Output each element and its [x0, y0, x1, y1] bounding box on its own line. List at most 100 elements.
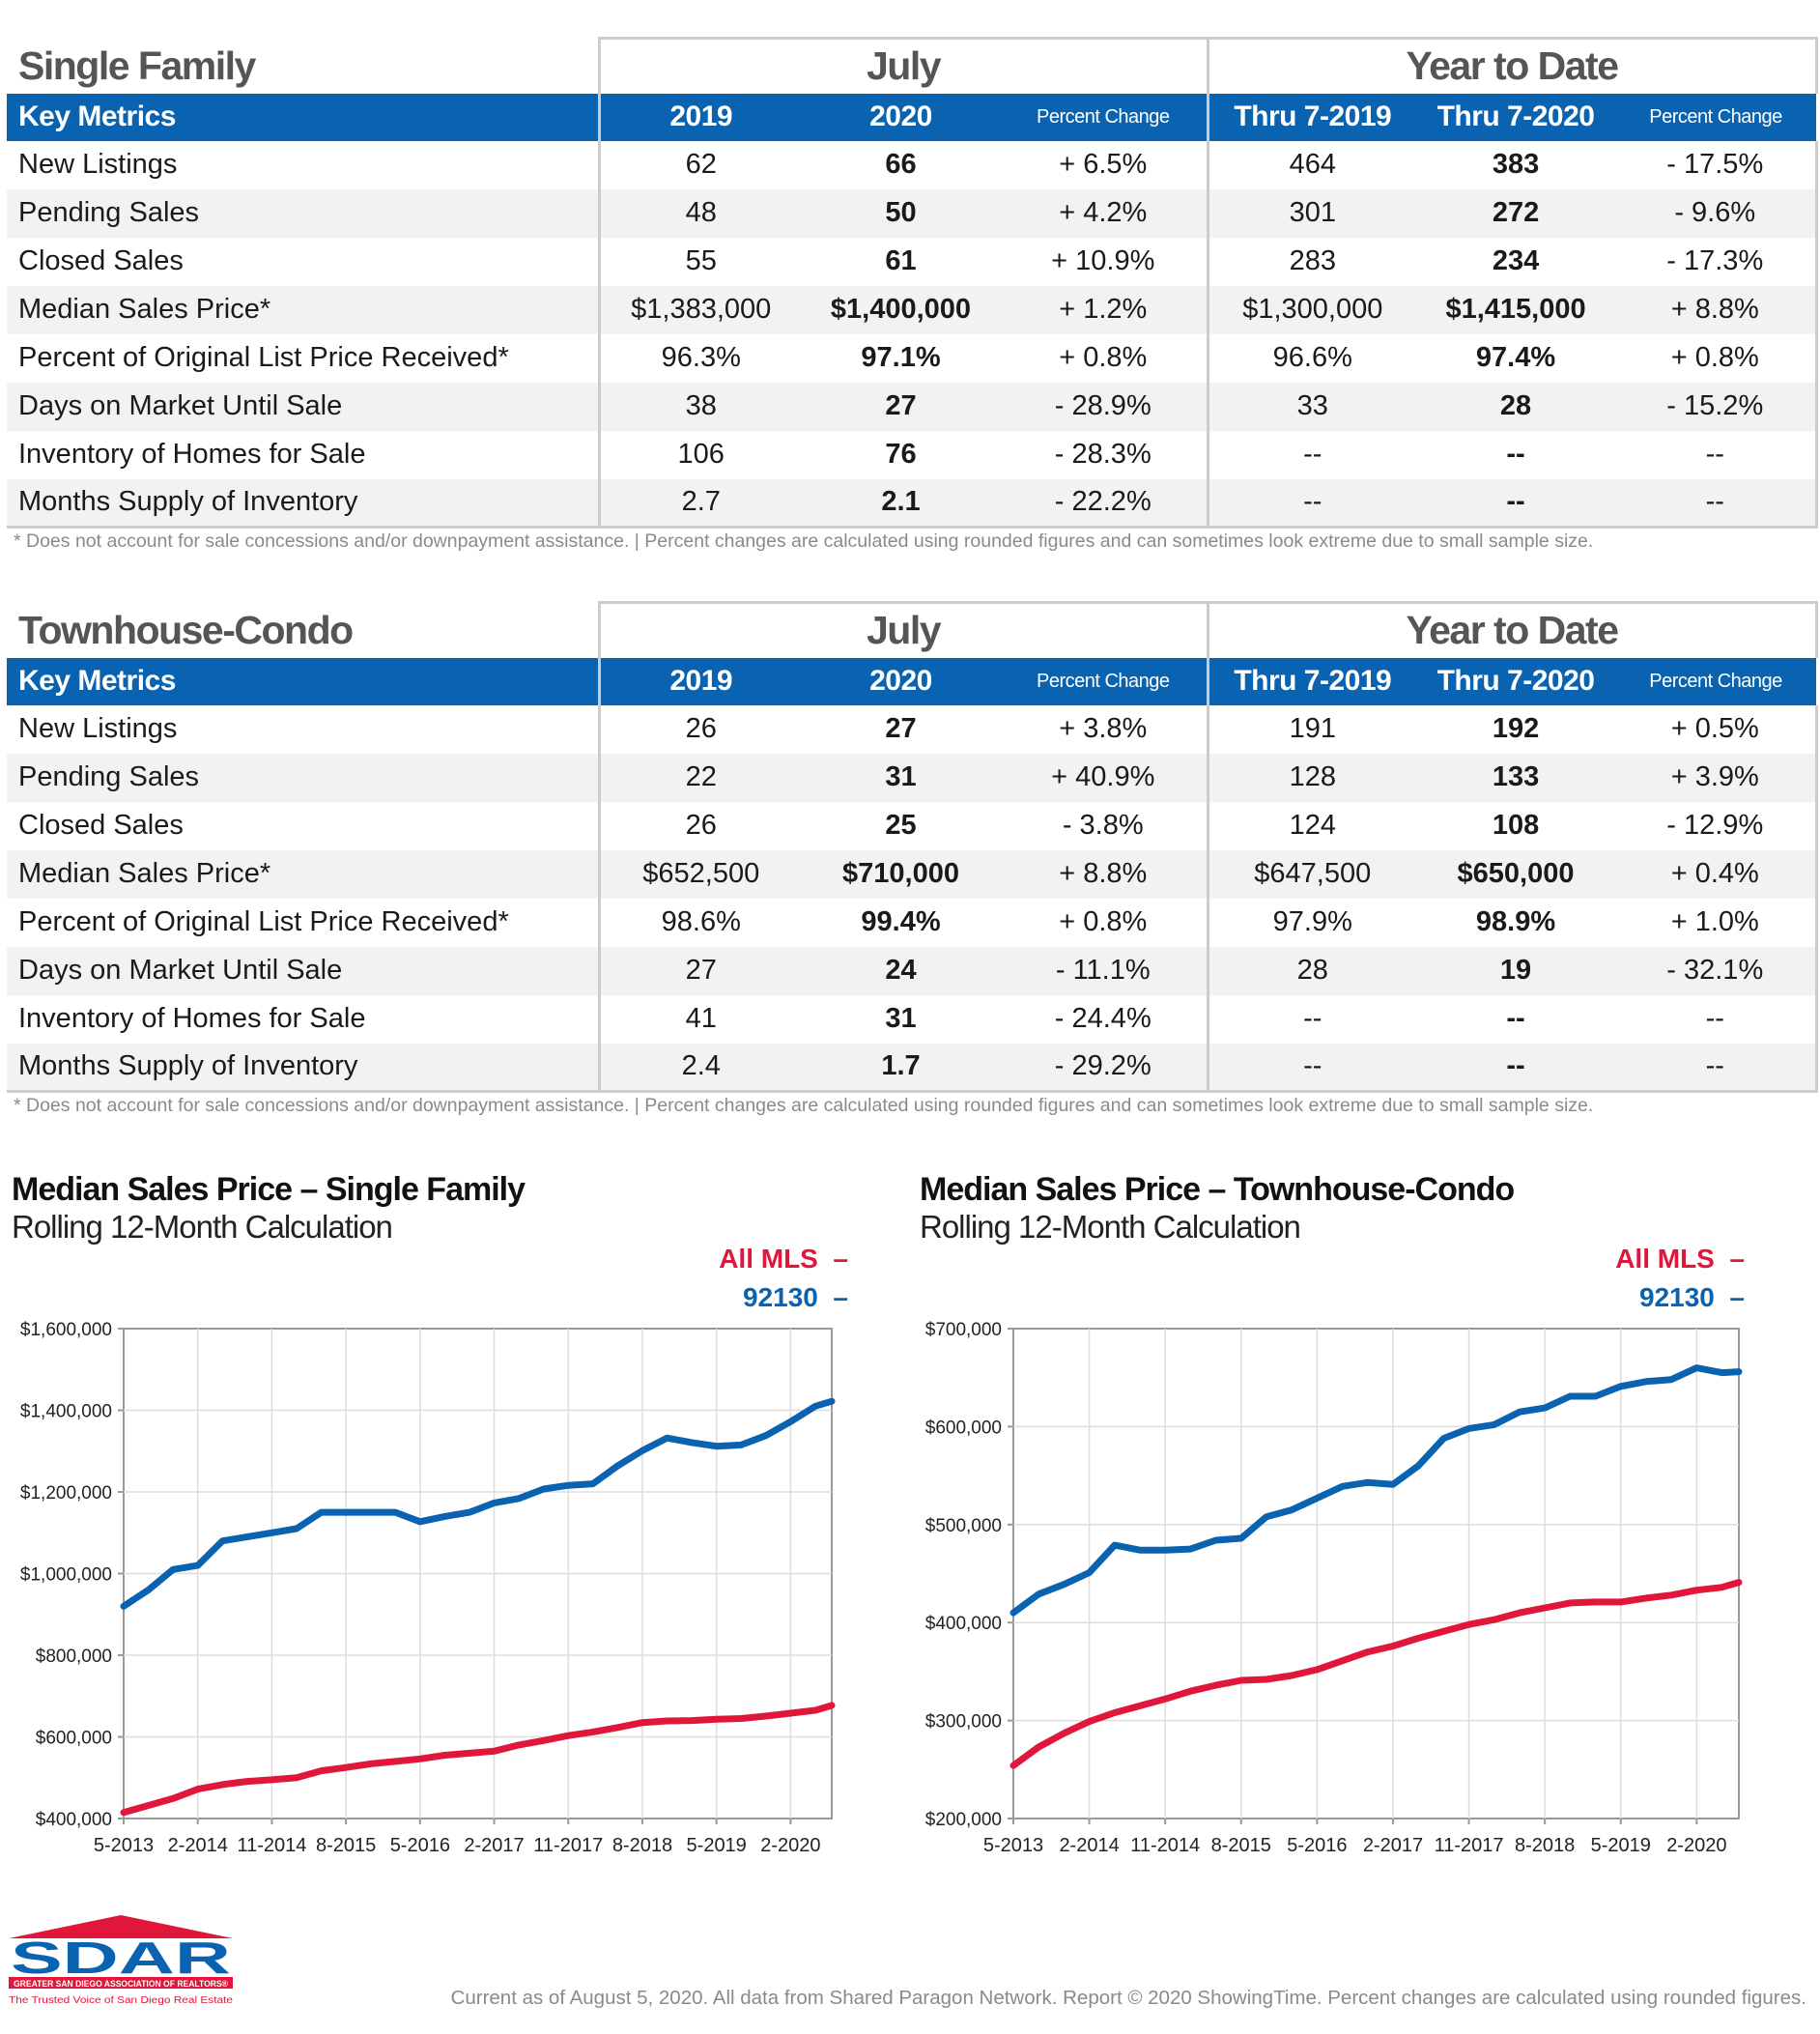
cell-july-2019: $1,383,000	[597, 285, 802, 334]
group-header-july: July	[597, 37, 1209, 94]
x-tick-label: 5-2013	[94, 1835, 154, 1856]
cell-july-percent-change: - 24.4%	[1054, 1003, 1152, 1034]
cell-ytd-2019: --	[1206, 478, 1417, 529]
cell-ytd-2019: 96.6%	[1206, 333, 1417, 383]
x-tick-label: 2-2017	[464, 1835, 524, 1856]
cell-ytd-percent-change: - 12.9%	[1615, 801, 1818, 850]
cell-july-percent-change: + 3.8%	[1059, 713, 1148, 744]
x-tick-label: 8-2015	[1211, 1835, 1271, 1856]
svg-text:SDAR: SDAR	[11, 1933, 231, 1983]
cell-july-2019: 2.4	[597, 1043, 802, 1093]
cell-ytd-2019: 97.9%	[1206, 898, 1417, 947]
y-tick-label: $400,000	[36, 1810, 112, 1830]
cell-july-percent-change: + 8.8%	[1000, 849, 1209, 899]
table-row: Inventory of Homes for Sale 106 76 - 28.3% -…	[7, 430, 1818, 479]
cell-metric: Percent of Original List Price Received*	[18, 342, 509, 373]
cell-ytd-percent-change: - 15.2%	[1615, 382, 1818, 431]
table-row: Percent of Original List Price Received*…	[7, 333, 1818, 383]
cell-ytd-2019: 28	[1206, 946, 1417, 995]
table-row: New Listings 26 27 + 3.8% 191 192 + 0.5%	[7, 704, 1818, 754]
table-row: Days on Market Until Sale 27 24- 11.1% 28 19…	[7, 946, 1818, 995]
cell-ytd-2020: 383	[1492, 149, 1540, 180]
series-line-92130	[120, 1397, 836, 1610]
legend-label: 92130	[1638, 1282, 1715, 1312]
cell-ytd-percent-change: - 9.6%	[1615, 188, 1818, 238]
series-line-92130	[1010, 1364, 1743, 1617]
cell-ytd-2019: --	[1206, 1043, 1417, 1093]
cell-july-2019: 48	[597, 188, 802, 238]
cell-july-percent-change: + 6.5%	[1059, 149, 1148, 180]
y-tick-label: $400,000	[925, 1614, 1002, 1634]
cell-july-percent-change: - 11.1%	[1000, 946, 1209, 995]
y-tick-label: $500,000	[925, 1516, 1002, 1536]
cell-ytd-2019: 464	[1206, 140, 1417, 189]
legend-92130: 92130 –	[742, 1282, 848, 1312]
legend-all-mls: All MLS –	[719, 1244, 848, 1274]
series-line-all-mls	[120, 1702, 836, 1817]
table-row: Pending Sales 22 31 + 40.9% 128 133 + 3.9%	[7, 753, 1818, 802]
cell-july-2020: 1.7	[802, 1043, 1000, 1093]
x-tick-label: 5-2013	[983, 1835, 1043, 1856]
cell-july-2020: 25	[885, 810, 917, 841]
cell-july-2020: 31	[885, 1003, 917, 1034]
cell-july-percent-change: - 29.2%	[1000, 1043, 1209, 1093]
cell-july-percent-change: + 40.9%	[1000, 753, 1209, 802]
table-row: Days on Market Until Sale 38 27- 28.9% 33 28…	[7, 382, 1818, 431]
cell-july-percent-change: - 28.9%	[1000, 382, 1209, 431]
cell-july-percent-change: - 3.8%	[1062, 810, 1144, 841]
plot-area	[1012, 1328, 1740, 1819]
cell-july-percent-change: + 0.8%	[1059, 906, 1148, 937]
legend-label: 92130	[742, 1282, 818, 1312]
cell-ytd-percent-change: - 17.3%	[1615, 237, 1818, 286]
cell-ytd-2019: $647,500	[1206, 849, 1417, 899]
cell-metric: Closed Sales	[18, 245, 184, 276]
table-title: Single Family	[18, 43, 256, 88]
cell-ytd-2020: $1,415,000	[1416, 285, 1616, 334]
cell-july-percent-change: - 28.3%	[1054, 439, 1152, 470]
x-tick-label: 5-2016	[390, 1835, 450, 1856]
cell-metric: Inventory of Homes for Sale	[18, 1003, 366, 1034]
x-tick-label: 8-2018	[612, 1835, 672, 1856]
cell-ytd-percent-change: --	[1615, 478, 1818, 529]
cell-july-2019: 22	[597, 753, 802, 802]
column-header-metric: Key Metrics	[7, 657, 599, 705]
cell-july-2019: 55	[597, 237, 802, 286]
y-tick-label: $1,600,000	[20, 1320, 112, 1340]
chart-title: Median Sales Price – Single Family	[12, 1171, 526, 1208]
chart-subtitle: Rolling 12-Month Calculation	[920, 1209, 1301, 1245]
cell-ytd-2019: 124	[1206, 801, 1417, 850]
table-row: Median Sales Price* $1,383,000 $1,400,000 +…	[7, 285, 1818, 334]
y-tick-label: $1,200,000	[20, 1483, 112, 1504]
cell-ytd-2020: 272	[1416, 188, 1616, 238]
column-header-metric: Key Metrics	[7, 93, 599, 141]
cell-ytd-2019: $1,300,000	[1206, 285, 1417, 334]
cell-ytd-2019: 301	[1206, 188, 1417, 238]
cell-metric: Days on Market Until Sale	[7, 946, 599, 995]
group-header-july: July	[597, 601, 1209, 658]
legend-all-mls: All MLS –	[1615, 1244, 1745, 1274]
cell-ytd-percent-change: --	[1615, 1043, 1818, 1093]
x-tick-label: 2-2020	[760, 1835, 820, 1856]
cell-ytd-2020: --	[1416, 1043, 1616, 1093]
single-family-footnote: * Does not account for sale concessions …	[14, 530, 1594, 552]
y-tick-label: $200,000	[925, 1810, 1002, 1830]
x-tick-label: 5-2019	[1591, 1835, 1651, 1856]
table-row: Closed Sales 55 61 + 10.9% 283 234 - 17.3%	[7, 237, 1818, 286]
cell-metric: Median Sales Price*	[7, 285, 599, 334]
cell-metric: New Listings	[18, 713, 178, 744]
y-tick-label: $1,000,000	[20, 1565, 112, 1586]
legend-label: All MLS	[719, 1244, 818, 1274]
table-row: Percent of Original List Price Received*…	[7, 898, 1818, 947]
cell-metric: Pending Sales	[7, 753, 599, 802]
cell-july-percent-change: + 4.2%	[1000, 188, 1209, 238]
cell-ytd-2019: --	[1206, 994, 1417, 1044]
x-tick-label: 5-2019	[687, 1835, 747, 1856]
cell-ytd-2020: $650,000	[1416, 849, 1616, 899]
cell-metric: Months Supply of Inventory	[7, 1043, 599, 1093]
cell-july-2020: 97.1%	[861, 342, 941, 373]
cell-ytd-2020: --	[1506, 439, 1525, 470]
column-header-july-2020: 2020	[802, 93, 1000, 141]
legend-92130: 92130 –	[1638, 1282, 1745, 1312]
cell-july-2020: 61	[885, 245, 917, 276]
chart-subtitle: Rolling 12-Month Calculation	[12, 1209, 393, 1245]
